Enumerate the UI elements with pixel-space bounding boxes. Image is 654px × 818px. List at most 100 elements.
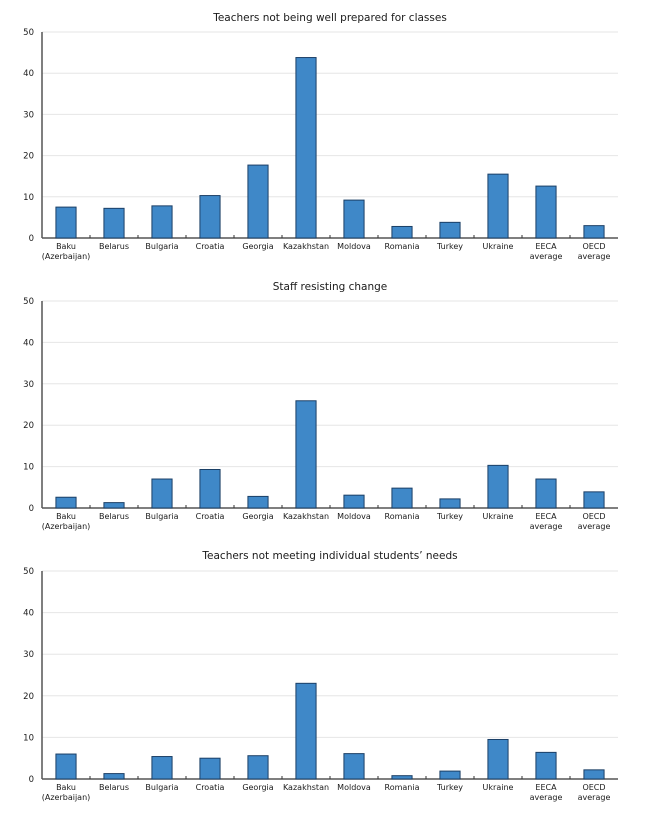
chart-panel-1: Teachers not being well prepared for cla… (23, 12, 618, 261)
x-tick-label: Croatia (196, 512, 225, 521)
x-tick-label: OECD (582, 512, 605, 521)
y-tick-label: 50 (23, 567, 34, 577)
y-tick-label: 10 (23, 463, 34, 473)
bar-georgia (247, 164, 269, 239)
bar-belarus (103, 207, 125, 239)
x-tick-label: Croatia (196, 783, 225, 792)
y-tick-label: 40 (23, 609, 34, 619)
x-tick-label: Kazakhstan (283, 512, 329, 521)
x-tick-label: Ukraine (483, 512, 514, 521)
x-tick-label: Georgia (242, 512, 273, 521)
bar-kazakhstan (295, 682, 317, 780)
x-tick-label: Georgia (242, 242, 273, 251)
x-tick-label: OECD (582, 242, 605, 251)
bar-turkey (439, 498, 461, 509)
x-tick-label: average (578, 793, 611, 802)
bar-ukraine (487, 738, 509, 780)
x-tick-label: Belarus (99, 512, 129, 521)
x-tick-label: Moldova (337, 512, 371, 521)
x-tick-label: Belarus (99, 242, 129, 251)
x-tick-label: average (530, 522, 563, 531)
bar-baku-azerbaijan (55, 753, 77, 780)
bar-bulgaria (151, 478, 173, 509)
chart-panel-2: Staff resisting change 0 10 20 30 40 50 Baku(Az… (23, 281, 618, 531)
bar-georgia (247, 755, 269, 780)
y-tick-label: 20 (23, 692, 34, 702)
chart-title: Teachers not meeting individual students… (201, 550, 457, 562)
y-tick-label: 10 (23, 193, 34, 203)
bar-croatia (199, 468, 221, 509)
bar-turkey (439, 770, 461, 780)
chart-title: Teachers not being well prepared for cla… (212, 12, 447, 24)
y-tick-label: 40 (23, 69, 34, 79)
bar-moldova (343, 494, 365, 509)
bar-turkey (439, 221, 461, 239)
x-tick-label: Turkey (436, 242, 463, 251)
x-tick-label: average (530, 252, 563, 261)
x-tick-label: Bulgaria (145, 783, 178, 792)
x-tick-label: EECA (535, 783, 557, 792)
x-tick-label: Romania (385, 783, 420, 792)
x-tick-label: average (578, 522, 611, 531)
bar-romania (391, 775, 413, 780)
x-tick-label: average (530, 793, 563, 802)
x-tick-label: Kazakhstan (283, 242, 329, 251)
y-tick-label: 40 (23, 338, 34, 348)
x-tick-label: Baku (56, 512, 76, 521)
x-tick-label: Romania (385, 512, 420, 521)
x-tick-label: (Azerbaijan) (42, 522, 91, 531)
x-tick-label: Bulgaria (145, 512, 178, 521)
x-tick-label: Turkey (436, 512, 463, 521)
x-tick-label: Croatia (196, 242, 225, 251)
y-tick-label: 0 (29, 504, 34, 514)
x-tick-label: EECA (535, 512, 557, 521)
x-tick-label: Ukraine (483, 242, 514, 251)
x-tick-label: Turkey (436, 783, 463, 792)
y-tick-label: 30 (23, 650, 34, 660)
y-tick-label: 50 (23, 297, 34, 307)
bar-romania (391, 487, 413, 509)
bar-croatia (199, 195, 221, 239)
y-tick-label: 0 (29, 234, 34, 244)
bar-baku-azerbaijan (55, 496, 77, 509)
x-tick-label: OECD (582, 783, 605, 792)
bar-eeca-average (535, 185, 557, 239)
bar-croatia (199, 757, 221, 780)
bar-kazakhstan (295, 400, 317, 509)
x-tick-label: Belarus (99, 783, 129, 792)
y-tick-label: 10 (23, 733, 34, 743)
bar-moldova (343, 199, 365, 239)
bar-oecd-average (583, 769, 605, 780)
bar-belarus (103, 502, 125, 509)
x-tick-label: Moldova (337, 783, 371, 792)
x-tick-label: Bulgaria (145, 242, 178, 251)
y-tick-label: 30 (23, 110, 34, 120)
x-tick-label: (Azerbaijan) (42, 252, 91, 261)
y-tick-label: 20 (23, 152, 34, 162)
bar-georgia (247, 495, 269, 509)
bar-belarus (103, 773, 125, 780)
y-tick-label: 30 (23, 380, 34, 390)
bar-oecd-average (583, 491, 605, 509)
x-tick-label: (Azerbaijan) (42, 793, 91, 802)
x-tick-label: Georgia (242, 783, 273, 792)
bar-eeca-average (535, 478, 557, 509)
bar-ukraine (487, 464, 509, 509)
bar-oecd-average (583, 225, 605, 239)
chart-title: Staff resisting change (273, 281, 388, 293)
y-tick-label: 50 (23, 28, 34, 38)
bar-ukraine (487, 173, 509, 239)
bar-baku-azerbaijan (55, 206, 77, 239)
bar-moldova (343, 753, 365, 780)
x-tick-label: EECA (535, 242, 557, 251)
x-tick-label: Ukraine (483, 783, 514, 792)
x-tick-label: Kazakhstan (283, 783, 329, 792)
x-tick-label: Baku (56, 783, 76, 792)
bar-kazakhstan (295, 57, 317, 239)
y-tick-label: 0 (29, 775, 34, 785)
x-tick-label: average (578, 252, 611, 261)
x-tick-label: Romania (385, 242, 420, 251)
chart-panel-3: Teachers not meeting individual students… (23, 550, 618, 802)
